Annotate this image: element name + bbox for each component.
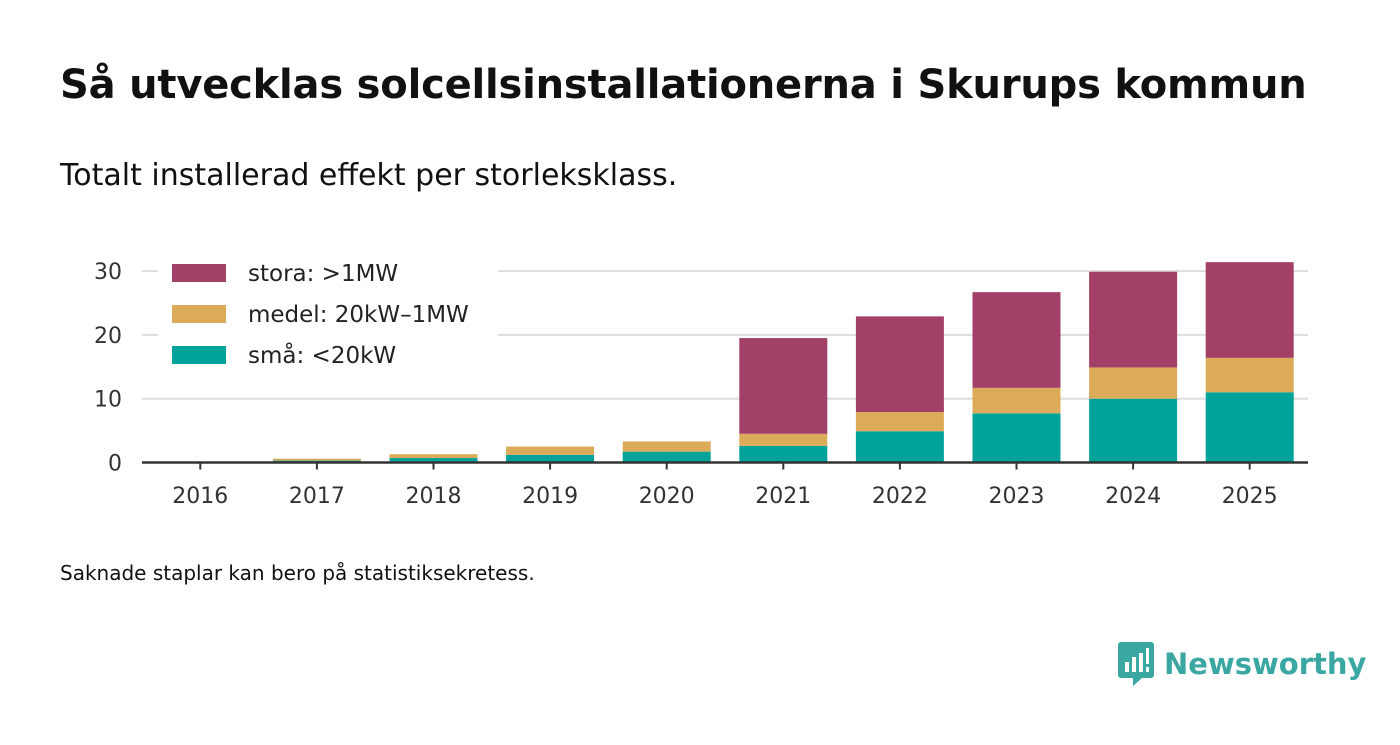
bar-segment-sma-2020 [622, 451, 711, 463]
bar-segment-sma-2023 [972, 413, 1061, 463]
bar-segment-stora-2024 [1089, 271, 1178, 368]
legend-label-medel: medel: 20kW–1MW [248, 302, 469, 328]
legend-label-sma: små: <20kW [248, 341, 396, 369]
x-tick-label: 2021 [755, 484, 811, 509]
legend-swatch-sma [172, 346, 226, 364]
x-tick-label: 2023 [989, 484, 1045, 509]
brand-logo: Newsworthy [1118, 641, 1366, 687]
bar-segment-medel-2023 [972, 387, 1061, 414]
x-tick-label: 2024 [1105, 484, 1161, 509]
legend: stora: >1MW medel: 20kW–1MW små: <20kW [158, 250, 498, 378]
brand-name: Newsworthy [1164, 647, 1367, 681]
bar-segment-sma-2019 [506, 454, 595, 463]
x-tick-label: 2019 [522, 484, 578, 509]
y-axis-ticks: 0 10 20 30 [94, 260, 122, 476]
bar-segment-stora-2022 [855, 316, 944, 413]
y-tick-label: 0 [108, 452, 122, 477]
bar-segment-medel-2021 [739, 433, 828, 446]
newsworthy-logo-icon [1118, 642, 1154, 686]
bar-segment-medel-2020 [622, 441, 711, 452]
footnote: Saknade staplar kan bero på statistiksek… [60, 561, 535, 585]
bar-segment-medel-2024 [1089, 367, 1178, 399]
x-tick-label: 2025 [1222, 484, 1278, 509]
bar-segment-sma-2025 [1205, 392, 1294, 463]
x-tick-label: 2016 [172, 484, 228, 509]
bar-segment-medel-2019 [506, 446, 595, 455]
bar-segment-medel-2025 [1205, 357, 1294, 393]
bar-segment-sma-2022 [855, 431, 944, 463]
bar-segment-medel-2018 [389, 454, 478, 459]
x-tick-label: 2020 [639, 484, 695, 509]
bar-segment-stora-2021 [739, 338, 828, 434]
legend-label-stora: stora: >1MW [248, 261, 398, 287]
bar-segment-sma-2018 [389, 458, 478, 463]
bar-segment-sma-2024 [1089, 398, 1178, 463]
y-tick-label: 20 [94, 324, 122, 349]
x-axis-ticks: 2016 2017 2018 2019 2020 2021 2022 2023 2024 2025 [172, 462, 1278, 509]
x-tick-label: 2017 [289, 484, 345, 509]
legend-swatch-medel [172, 305, 226, 323]
x-tick-label: 2018 [406, 484, 462, 509]
bars [156, 262, 1294, 463]
bar-segment-medel-2022 [855, 412, 944, 432]
bar-segment-sma-2021 [739, 445, 828, 463]
bar-segment-stora-2023 [972, 292, 1061, 388]
bar-segment-medel-2017 [272, 458, 361, 461]
y-tick-label: 30 [94, 260, 122, 285]
y-tick-label: 10 [94, 388, 122, 413]
x-tick-label: 2022 [872, 484, 928, 509]
stacked-bar-chart: 0 10 20 30 2016 2017 2018 2019 2020 2021 2022 2023… [94, 250, 1308, 509]
legend-swatch-stora [172, 264, 226, 282]
chart-title: Så utvecklas solcellsinstallationerna i … [60, 62, 1307, 108]
bar-segment-stora-2025 [1205, 262, 1294, 358]
chart-subtitle: Totalt installerad effekt per storlekskl… [60, 158, 678, 193]
